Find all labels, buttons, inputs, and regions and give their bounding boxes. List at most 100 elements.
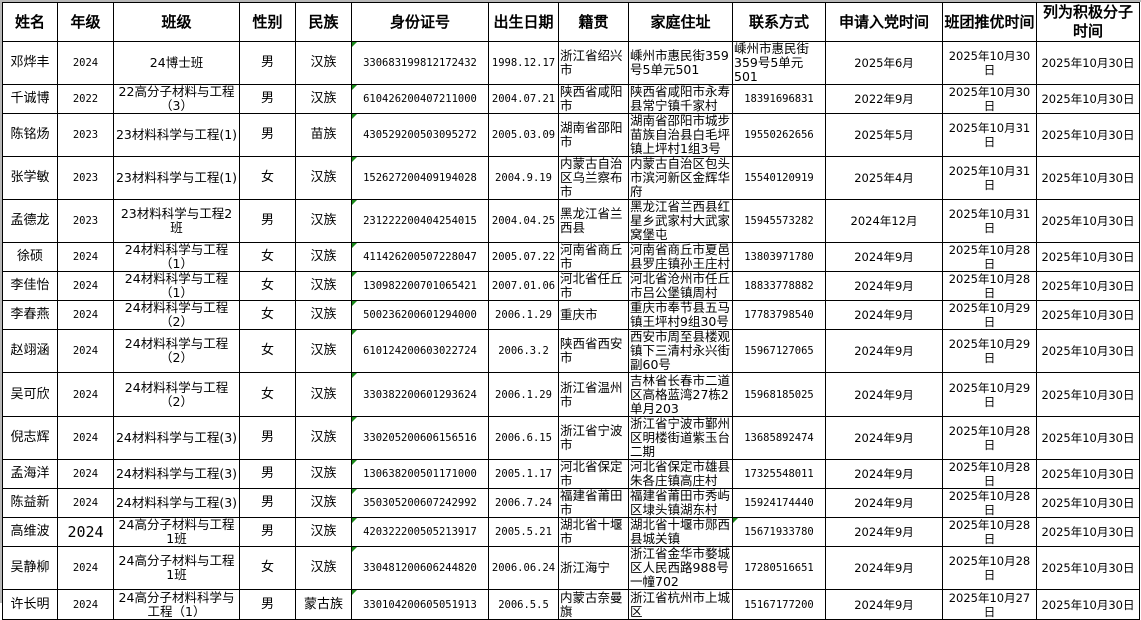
cell-home-address[interactable]: 内蒙古自治区包头市滨河新区金辉华府 xyxy=(628,156,733,200)
cell-league-recommend-date[interactable]: 2025年10月29日 xyxy=(942,300,1037,330)
cell-party-application-date[interactable]: 2024年9月 xyxy=(825,271,943,301)
header-contact[interactable]: 联系方式 xyxy=(732,2,826,42)
cell-native-place[interactable]: 福建省莆田市 xyxy=(558,488,629,518)
cell-party-application-date[interactable]: 2024年9月 xyxy=(825,372,943,417)
cell-grade[interactable]: 2024 xyxy=(57,329,114,373)
cell-birth-date[interactable]: 2004.9.19 xyxy=(488,156,559,200)
cell-ethnicity[interactable]: 汉族 xyxy=(295,84,352,114)
cell-id-number[interactable]: 330683199812172432 xyxy=(351,41,489,85)
cell-class[interactable]: 23材料科学与工程(1) xyxy=(113,113,240,157)
cell-party-application-date[interactable]: 2024年9月 xyxy=(825,589,943,620)
cell-gender[interactable]: 女 xyxy=(239,372,296,417)
header-grade[interactable]: 年级 xyxy=(57,2,114,42)
cell-id-number[interactable]: 231222200404254015 xyxy=(351,199,489,243)
cell-name[interactable]: 倪志辉 xyxy=(2,416,58,460)
cell-party-application-date[interactable]: 2024年9月 xyxy=(825,416,943,460)
cell-league-recommend-date[interactable]: 2025年10月28日 xyxy=(942,271,1037,301)
cell-birth-date[interactable]: 2006.7.24 xyxy=(488,488,559,518)
cell-name[interactable]: 邓烨丰 xyxy=(2,41,58,85)
cell-native-place[interactable]: 黑龙江省兰西县 xyxy=(558,199,629,243)
cell-class[interactable]: 24高分子材料与工程1班 xyxy=(113,546,240,590)
cell-birth-date[interactable]: 2004.04.25 xyxy=(488,199,559,243)
cell-native-place[interactable]: 内蒙古自治区乌兰察布市 xyxy=(558,156,629,200)
cell-birth-date[interactable]: 2007.01.06 xyxy=(488,271,559,301)
cell-home-address[interactable]: 黑龙江省兰西县红星乡武家村大武家窝堡屯 xyxy=(628,199,733,243)
cell-id-number[interactable]: 411426200507228047 xyxy=(351,242,489,272)
cell-party-application-date[interactable]: 2024年12月 xyxy=(825,199,943,243)
cell-activist-date[interactable]: 2025年10月30日 xyxy=(1036,300,1140,330)
cell-birth-date[interactable]: 1998.12.17 xyxy=(488,41,559,85)
header-gender[interactable]: 性别 xyxy=(239,2,296,42)
cell-activist-date[interactable]: 2025年10月30日 xyxy=(1036,41,1140,85)
cell-birth-date[interactable]: 2006.1.29 xyxy=(488,300,559,330)
cell-id-number[interactable]: 610124200603022724 xyxy=(351,329,489,373)
cell-class[interactable]: 24材料科学与工程（2） xyxy=(113,300,240,330)
cell-birth-date[interactable]: 2006.5.5 xyxy=(488,589,559,620)
cell-gender[interactable]: 男 xyxy=(239,488,296,518)
cell-gender[interactable]: 女 xyxy=(239,329,296,373)
cell-league-recommend-date[interactable]: 2025年10月28日 xyxy=(942,546,1037,590)
cell-birth-date[interactable]: 2005.5.21 xyxy=(488,517,559,547)
cell-home-address[interactable]: 河北省保定市雄县朱各庄镇高庄村 xyxy=(628,459,733,489)
cell-party-application-date[interactable]: 2024年9月 xyxy=(825,242,943,272)
cell-grade[interactable]: 2024 xyxy=(57,459,114,489)
cell-birth-date[interactable]: 2005.07.22 xyxy=(488,242,559,272)
cell-birth-date[interactable]: 2004.07.21 xyxy=(488,84,559,114)
cell-home-address[interactable]: 河南省商丘市夏邑县罗庄镇孙王庄村 xyxy=(628,242,733,272)
cell-native-place[interactable]: 湖南省邵阳市 xyxy=(558,113,629,157)
cell-id-number[interactable]: 420322200505213917 xyxy=(351,517,489,547)
cell-birth-date[interactable]: 2006.6.15 xyxy=(488,416,559,460)
cell-contact[interactable]: 15167177200 xyxy=(732,589,826,620)
cell-home-address[interactable]: 湖南省邵阳市城步苗族自治县白毛坪镇上坪村1组3号 xyxy=(628,113,733,157)
cell-name[interactable]: 千诚博 xyxy=(2,84,58,114)
cell-league-recommend-date[interactable]: 2025年10月28日 xyxy=(942,242,1037,272)
cell-grade[interactable]: 2024 xyxy=(57,41,114,85)
cell-grade[interactable]: 2024 xyxy=(57,372,114,417)
cell-home-address[interactable]: 嵊州市惠民街359号5单元501 xyxy=(628,41,733,85)
header-id-number[interactable]: 身份证号 xyxy=(351,2,489,42)
cell-gender[interactable]: 男 xyxy=(239,416,296,460)
cell-home-address[interactable]: 湖北省十堰市郧西县城关镇 xyxy=(628,517,733,547)
cell-id-number[interactable]: 330104200605051913 xyxy=(351,589,489,620)
cell-party-application-date[interactable]: 2024年9月 xyxy=(825,546,943,590)
cell-grade[interactable]: 2024 xyxy=(57,271,114,301)
cell-league-recommend-date[interactable]: 2025年10月31日 xyxy=(942,156,1037,200)
cell-native-place[interactable]: 浙江省绍兴市 xyxy=(558,41,629,85)
cell-ethnicity[interactable]: 汉族 xyxy=(295,546,352,590)
cell-name[interactable]: 赵翊涵 xyxy=(2,329,58,373)
header-class[interactable]: 班级 xyxy=(113,2,240,42)
cell-class[interactable]: 24材料科学与工程（2） xyxy=(113,372,240,417)
cell-native-place[interactable]: 河北省保定市 xyxy=(558,459,629,489)
cell-native-place[interactable]: 浙江海宁 xyxy=(558,546,629,590)
cell-league-recommend-date[interactable]: 2025年10月29日 xyxy=(942,372,1037,417)
cell-gender[interactable]: 女 xyxy=(239,242,296,272)
cell-league-recommend-date[interactable]: 2025年10月30日 xyxy=(942,84,1037,114)
cell-grade[interactable]: 2023 xyxy=(57,113,114,157)
cell-activist-date[interactable]: 2025年10月30日 xyxy=(1036,113,1140,157)
cell-class[interactable]: 24材料科学与工程（2） xyxy=(113,329,240,373)
cell-class[interactable]: 24材料科学与工程(3) xyxy=(113,416,240,460)
cell-grade[interactable]: 2022 xyxy=(57,84,114,114)
cell-activist-date[interactable]: 2025年10月30日 xyxy=(1036,156,1140,200)
cell-name[interactable]: 许长明 xyxy=(2,589,58,620)
cell-ethnicity[interactable]: 汉族 xyxy=(295,242,352,272)
cell-gender[interactable]: 男 xyxy=(239,41,296,85)
cell-ethnicity[interactable]: 汉族 xyxy=(295,488,352,518)
cell-ethnicity[interactable]: 汉族 xyxy=(295,271,352,301)
cell-class[interactable]: 24高分子材料科学与工程（1） xyxy=(113,589,240,620)
cell-id-number[interactable]: 130638200501171000 xyxy=(351,459,489,489)
cell-grade[interactable]: 2024 xyxy=(57,416,114,460)
cell-gender[interactable]: 男 xyxy=(239,459,296,489)
cell-ethnicity[interactable]: 蒙古族 xyxy=(295,589,352,620)
cell-native-place[interactable]: 河北省任丘市 xyxy=(558,271,629,301)
cell-contact[interactable]: 17325548011 xyxy=(732,459,826,489)
cell-home-address[interactable]: 西安市周至县楼观镇下三清村永兴街副60号 xyxy=(628,329,733,373)
header-birth-date[interactable]: 出生日期 xyxy=(488,2,559,42)
cell-home-address[interactable]: 河北省沧州市任丘市吕公堡镇周村 xyxy=(628,271,733,301)
cell-grade[interactable]: 2023 xyxy=(57,156,114,200)
cell-id-number[interactable]: 330481200606244820 xyxy=(351,546,489,590)
cell-ethnicity[interactable]: 汉族 xyxy=(295,156,352,200)
header-name[interactable]: 姓名 xyxy=(2,2,58,42)
cell-native-place[interactable]: 浙江省温州市 xyxy=(558,372,629,417)
cell-class[interactable]: 24材料科学与工程（1） xyxy=(113,271,240,301)
